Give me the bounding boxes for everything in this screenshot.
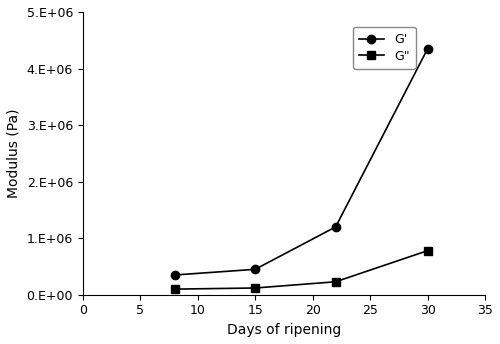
G' <box>332 225 338 229</box>
Legend: G', G": G', G" <box>352 27 416 69</box>
X-axis label: Days of ripening: Days of ripening <box>227 323 341 337</box>
G' <box>252 267 258 271</box>
G" <box>172 287 177 291</box>
G' <box>172 273 177 277</box>
G" <box>252 286 258 290</box>
Y-axis label: Modulus (Pa): Modulus (Pa) <box>7 109 21 198</box>
G" <box>332 280 338 284</box>
Line: G": G" <box>170 247 432 293</box>
Line: G': G' <box>170 44 432 279</box>
G' <box>424 47 430 51</box>
G" <box>424 249 430 253</box>
